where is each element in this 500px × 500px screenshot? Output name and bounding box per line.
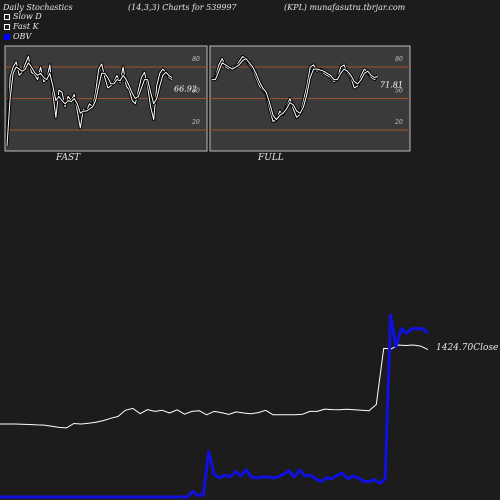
legend-label: OBV xyxy=(13,32,32,41)
header-title: Daily Stochastics xyxy=(3,3,73,12)
header-params: (14,3,3) Charts for 539997 xyxy=(128,3,237,12)
fast-last-value-label: 66.92 xyxy=(174,85,197,94)
close-value: 1424.70 xyxy=(436,343,474,353)
full-last-value-label: 71.81 xyxy=(380,80,403,89)
blue-square-icon xyxy=(4,33,10,40)
legend-label: Fast K xyxy=(13,22,39,31)
full-ytick-label: 20 xyxy=(394,119,403,126)
legend-item-obv: OBV xyxy=(4,32,31,41)
full-series-slow-d xyxy=(212,58,379,120)
fast-ytick-label: 20 xyxy=(191,119,200,126)
full-panel-title: FULL xyxy=(258,153,284,163)
header-source: (KPL) munafasutra.tbrjar.com xyxy=(284,3,406,12)
fast-panel-title: FAST xyxy=(56,153,81,163)
close-suffix: Close xyxy=(473,343,499,353)
white-square-icon xyxy=(4,13,10,20)
legend-item-slow-d: Slow D xyxy=(4,12,42,21)
full-ytick-label: 80 xyxy=(395,56,403,63)
full-ytick-label: 50 xyxy=(395,88,403,95)
legend-label: Slow D xyxy=(13,12,42,21)
fast-series-slow-d xyxy=(6,62,173,146)
legend-item-fast-k: Fast K xyxy=(4,22,39,31)
close-price-line xyxy=(0,344,429,429)
fast-ytick-label: 50 xyxy=(192,88,200,95)
obv-line xyxy=(0,313,429,499)
white-square-icon xyxy=(4,23,10,30)
close-value-label: 1424.70Close xyxy=(436,343,498,353)
fast-ytick-label: 80 xyxy=(192,56,200,63)
